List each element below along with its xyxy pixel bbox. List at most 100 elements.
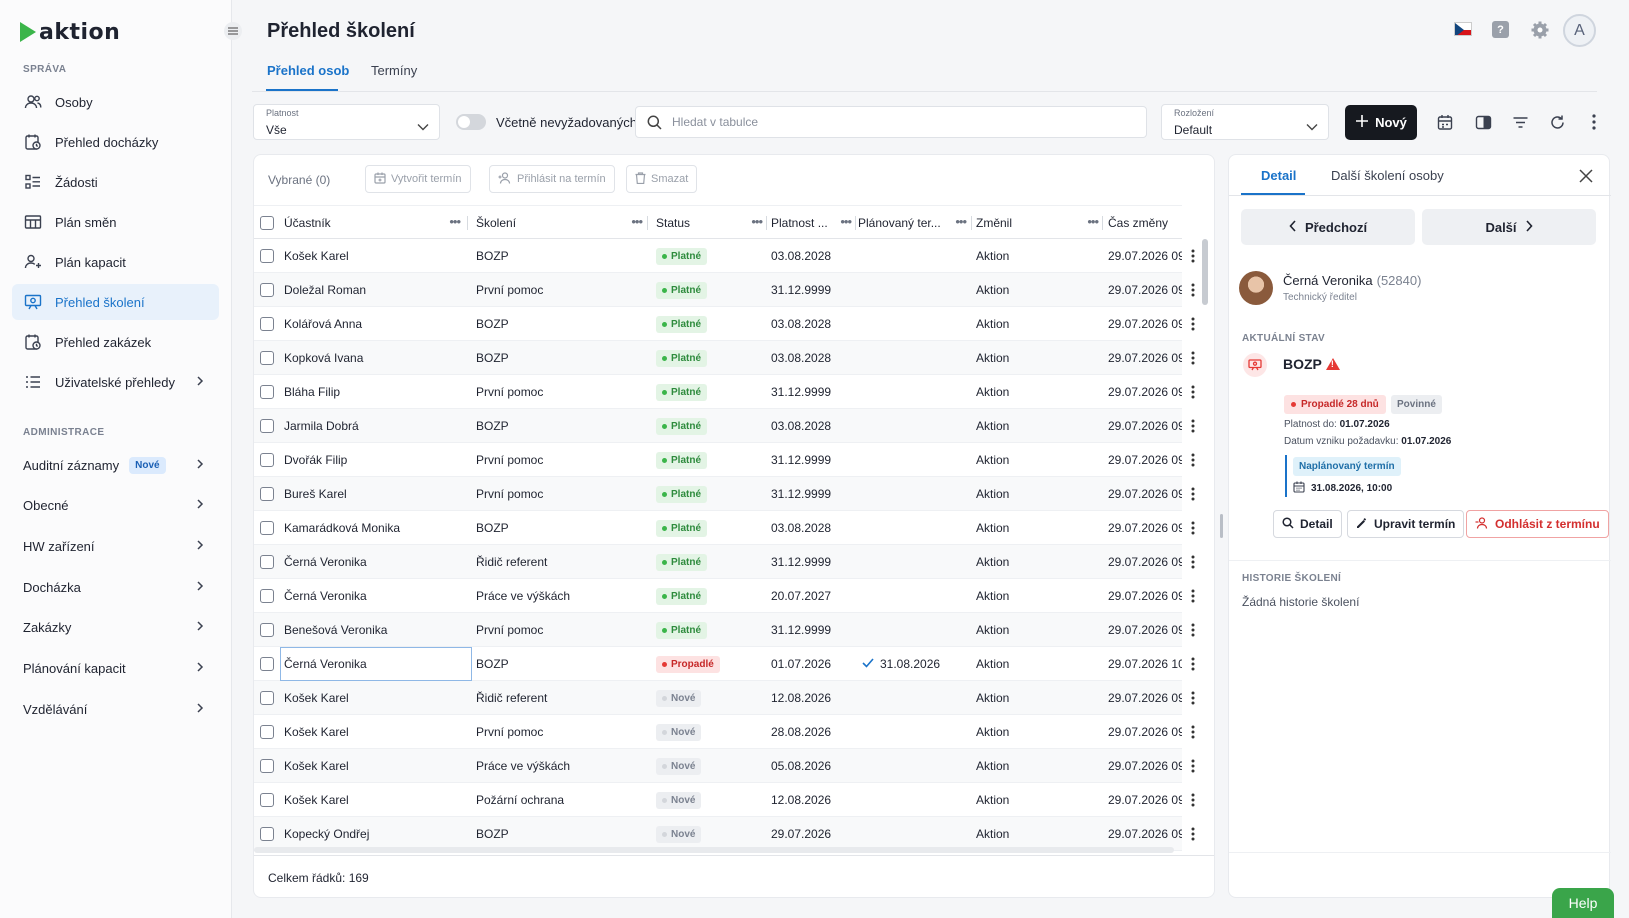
cell-validity[interactable]: 31.12.9999 (771, 453, 832, 467)
cell-participant[interactable]: Kopková Ivana (284, 351, 364, 365)
row-menu-icon[interactable] (1182, 273, 1204, 307)
row-menu-icon[interactable] (1182, 681, 1204, 715)
row-menu-icon[interactable] (1182, 715, 1204, 749)
cell-changed-at[interactable]: 29.07.2026 09 (1108, 283, 1182, 297)
table-row[interactable]: Kopecký Ondřej BOZP Nové 29.07.2026 Aktion 29… (254, 817, 1195, 851)
vertical-scrollbar[interactable] (1202, 239, 1208, 859)
row-menu-icon[interactable] (1182, 817, 1204, 851)
cell-planned[interactable]: 31.08.2026 (862, 647, 972, 681)
cell-validity[interactable]: 03.08.2028 (771, 521, 832, 535)
sidebar-item-obecne[interactable]: Obecné (12, 487, 219, 523)
cell-changed-at[interactable]: 29.07.2026 09 (1108, 725, 1182, 739)
column-header-changed-by[interactable]: Změnil ••• (976, 214, 1099, 230)
table-row[interactable]: Jarmila Dobrá BOZP Platné 03.08.2028 Aktion 2… (254, 409, 1195, 443)
row-menu-icon[interactable] (1182, 545, 1204, 579)
row-menu-icon[interactable] (1182, 613, 1204, 647)
cell-status[interactable]: Platné (656, 341, 766, 375)
cell-changed-at[interactable]: 29.07.2026 09 (1108, 351, 1182, 365)
row-menu-icon[interactable] (1182, 783, 1204, 817)
next-button[interactable]: Další (1422, 209, 1596, 245)
user-avatar[interactable]: A (1563, 14, 1596, 47)
cell-planned[interactable] (858, 681, 968, 715)
row-checkbox[interactable] (260, 375, 280, 409)
cell-planned[interactable] (858, 273, 968, 307)
cell-status[interactable]: Platné (656, 409, 766, 443)
cell-changed-by[interactable]: Aktion (976, 385, 1010, 399)
cell-validity[interactable]: 31.12.9999 (771, 283, 832, 297)
cell-course[interactable]: Řidič referent (476, 555, 548, 569)
validity-select[interactable]: Platnost Vše (253, 104, 440, 140)
cell-changed-by[interactable]: Aktion (976, 283, 1010, 297)
cell-changed-at[interactable]: 29.07.2026 09 (1108, 793, 1182, 807)
cell-course[interactable]: První pomoc (476, 725, 544, 739)
tab-other-trainings[interactable]: Další školení osoby (1331, 168, 1444, 183)
row-menu-icon[interactable] (1182, 511, 1204, 545)
cell-changed-by[interactable]: Aktion (976, 419, 1010, 433)
table-row[interactable]: Doležal Roman První pomoc Platné 31.12.9999… (254, 273, 1195, 307)
cell-changed-at[interactable]: 29.07.2026 09 (1108, 487, 1182, 501)
cell-course[interactable]: První pomoc (476, 453, 544, 467)
cell-changed-by[interactable]: Aktion (976, 793, 1010, 807)
cell-changed-by[interactable]: Aktion (976, 453, 1010, 467)
column-header-participant[interactable]: Účastník ••• (284, 214, 461, 230)
column-header-validity[interactable]: Platnost ... ••• (771, 214, 852, 230)
cell-changed-at[interactable]: 29.07.2026 09 (1108, 385, 1182, 399)
cell-planned[interactable] (858, 341, 968, 375)
cell-validity[interactable]: 20.07.2027 (771, 589, 832, 603)
refresh-icon[interactable] (1548, 113, 1566, 131)
sidebar-item-auditni-zaznamy[interactable]: Auditní záznamy Nové (12, 447, 219, 483)
column-menu-icon[interactable]: ••• (840, 214, 852, 229)
column-menu-icon[interactable]: ••• (1087, 214, 1099, 229)
create-term-button[interactable]: Vytvořit termín (365, 165, 471, 193)
cell-planned[interactable] (858, 239, 968, 273)
cell-changed-by[interactable]: Aktion (976, 487, 1010, 501)
cell-participant[interactable]: Benešová Veronika (284, 623, 388, 637)
sidebar-item-osoby[interactable]: Osoby (12, 84, 219, 120)
row-menu-icon[interactable] (1182, 375, 1204, 409)
cell-planned[interactable] (858, 817, 968, 851)
help-button[interactable]: Help (1552, 888, 1614, 918)
previous-button[interactable]: Předchozí (1241, 209, 1415, 245)
row-checkbox[interactable] (260, 681, 280, 715)
cell-changed-by[interactable]: Aktion (976, 249, 1010, 263)
cell-changed-by[interactable]: Aktion (976, 555, 1010, 569)
cell-participant[interactable]: Dvořák Filip (284, 453, 348, 467)
close-icon[interactable] (1579, 167, 1593, 188)
cell-status[interactable]: Platné (656, 239, 766, 273)
cell-validity[interactable]: 03.08.2028 (771, 351, 832, 365)
cell-participant[interactable]: Černá Veronika (284, 657, 367, 671)
row-checkbox[interactable] (260, 273, 280, 307)
cell-validity[interactable]: 31.12.9999 (771, 385, 832, 399)
gear-icon[interactable] (1530, 20, 1550, 40)
cell-planned[interactable] (858, 613, 968, 647)
cell-validity[interactable]: 31.12.9999 (771, 555, 832, 569)
column-menu-icon[interactable]: ••• (955, 214, 967, 229)
cell-validity[interactable]: 05.08.2026 (771, 759, 832, 773)
row-checkbox[interactable] (260, 511, 280, 545)
row-checkbox[interactable] (260, 443, 280, 477)
sidebar-item-dochazka[interactable]: Docházka (12, 569, 219, 605)
cell-changed-by[interactable]: Aktion (976, 317, 1010, 331)
sidebar-item-plan-smen[interactable]: Plán směn (12, 204, 219, 240)
sidebar-item-uzivatelske-prehledy[interactable]: Uživatelské přehledy (12, 364, 219, 400)
cell-validity[interactable]: 01.07.2026 (771, 657, 832, 671)
cell-course[interactable]: Řidič referent (476, 691, 548, 705)
cell-status[interactable]: Platné (656, 511, 766, 545)
cell-status[interactable]: Nové (656, 817, 766, 851)
sidebar-item-prehled-skoleni[interactable]: Přehled školení (12, 284, 219, 320)
table-row[interactable]: Bláha Filip První pomoc Platné 31.12.9999 Ak… (254, 375, 1195, 409)
cell-changed-by[interactable]: Aktion (976, 351, 1010, 365)
cell-course[interactable]: BOZP (476, 827, 509, 841)
cell-participant[interactable]: Kolářová Anna (284, 317, 363, 331)
cell-status[interactable]: Platné (656, 579, 766, 613)
cell-status[interactable]: Nové (656, 783, 766, 817)
cell-status[interactable]: Nové (656, 749, 766, 783)
cell-status[interactable]: Propadlé (656, 647, 766, 681)
cell-changed-at[interactable]: 29.07.2026 09 (1108, 317, 1182, 331)
cell-validity[interactable]: 31.12.9999 (771, 487, 832, 501)
cell-changed-by[interactable]: Aktion (976, 691, 1010, 705)
cell-course[interactable]: BOZP (476, 657, 509, 671)
cell-participant[interactable]: Bureš Karel (284, 487, 347, 501)
row-checkbox[interactable] (260, 307, 280, 341)
cell-validity[interactable]: 12.08.2026 (771, 691, 832, 705)
